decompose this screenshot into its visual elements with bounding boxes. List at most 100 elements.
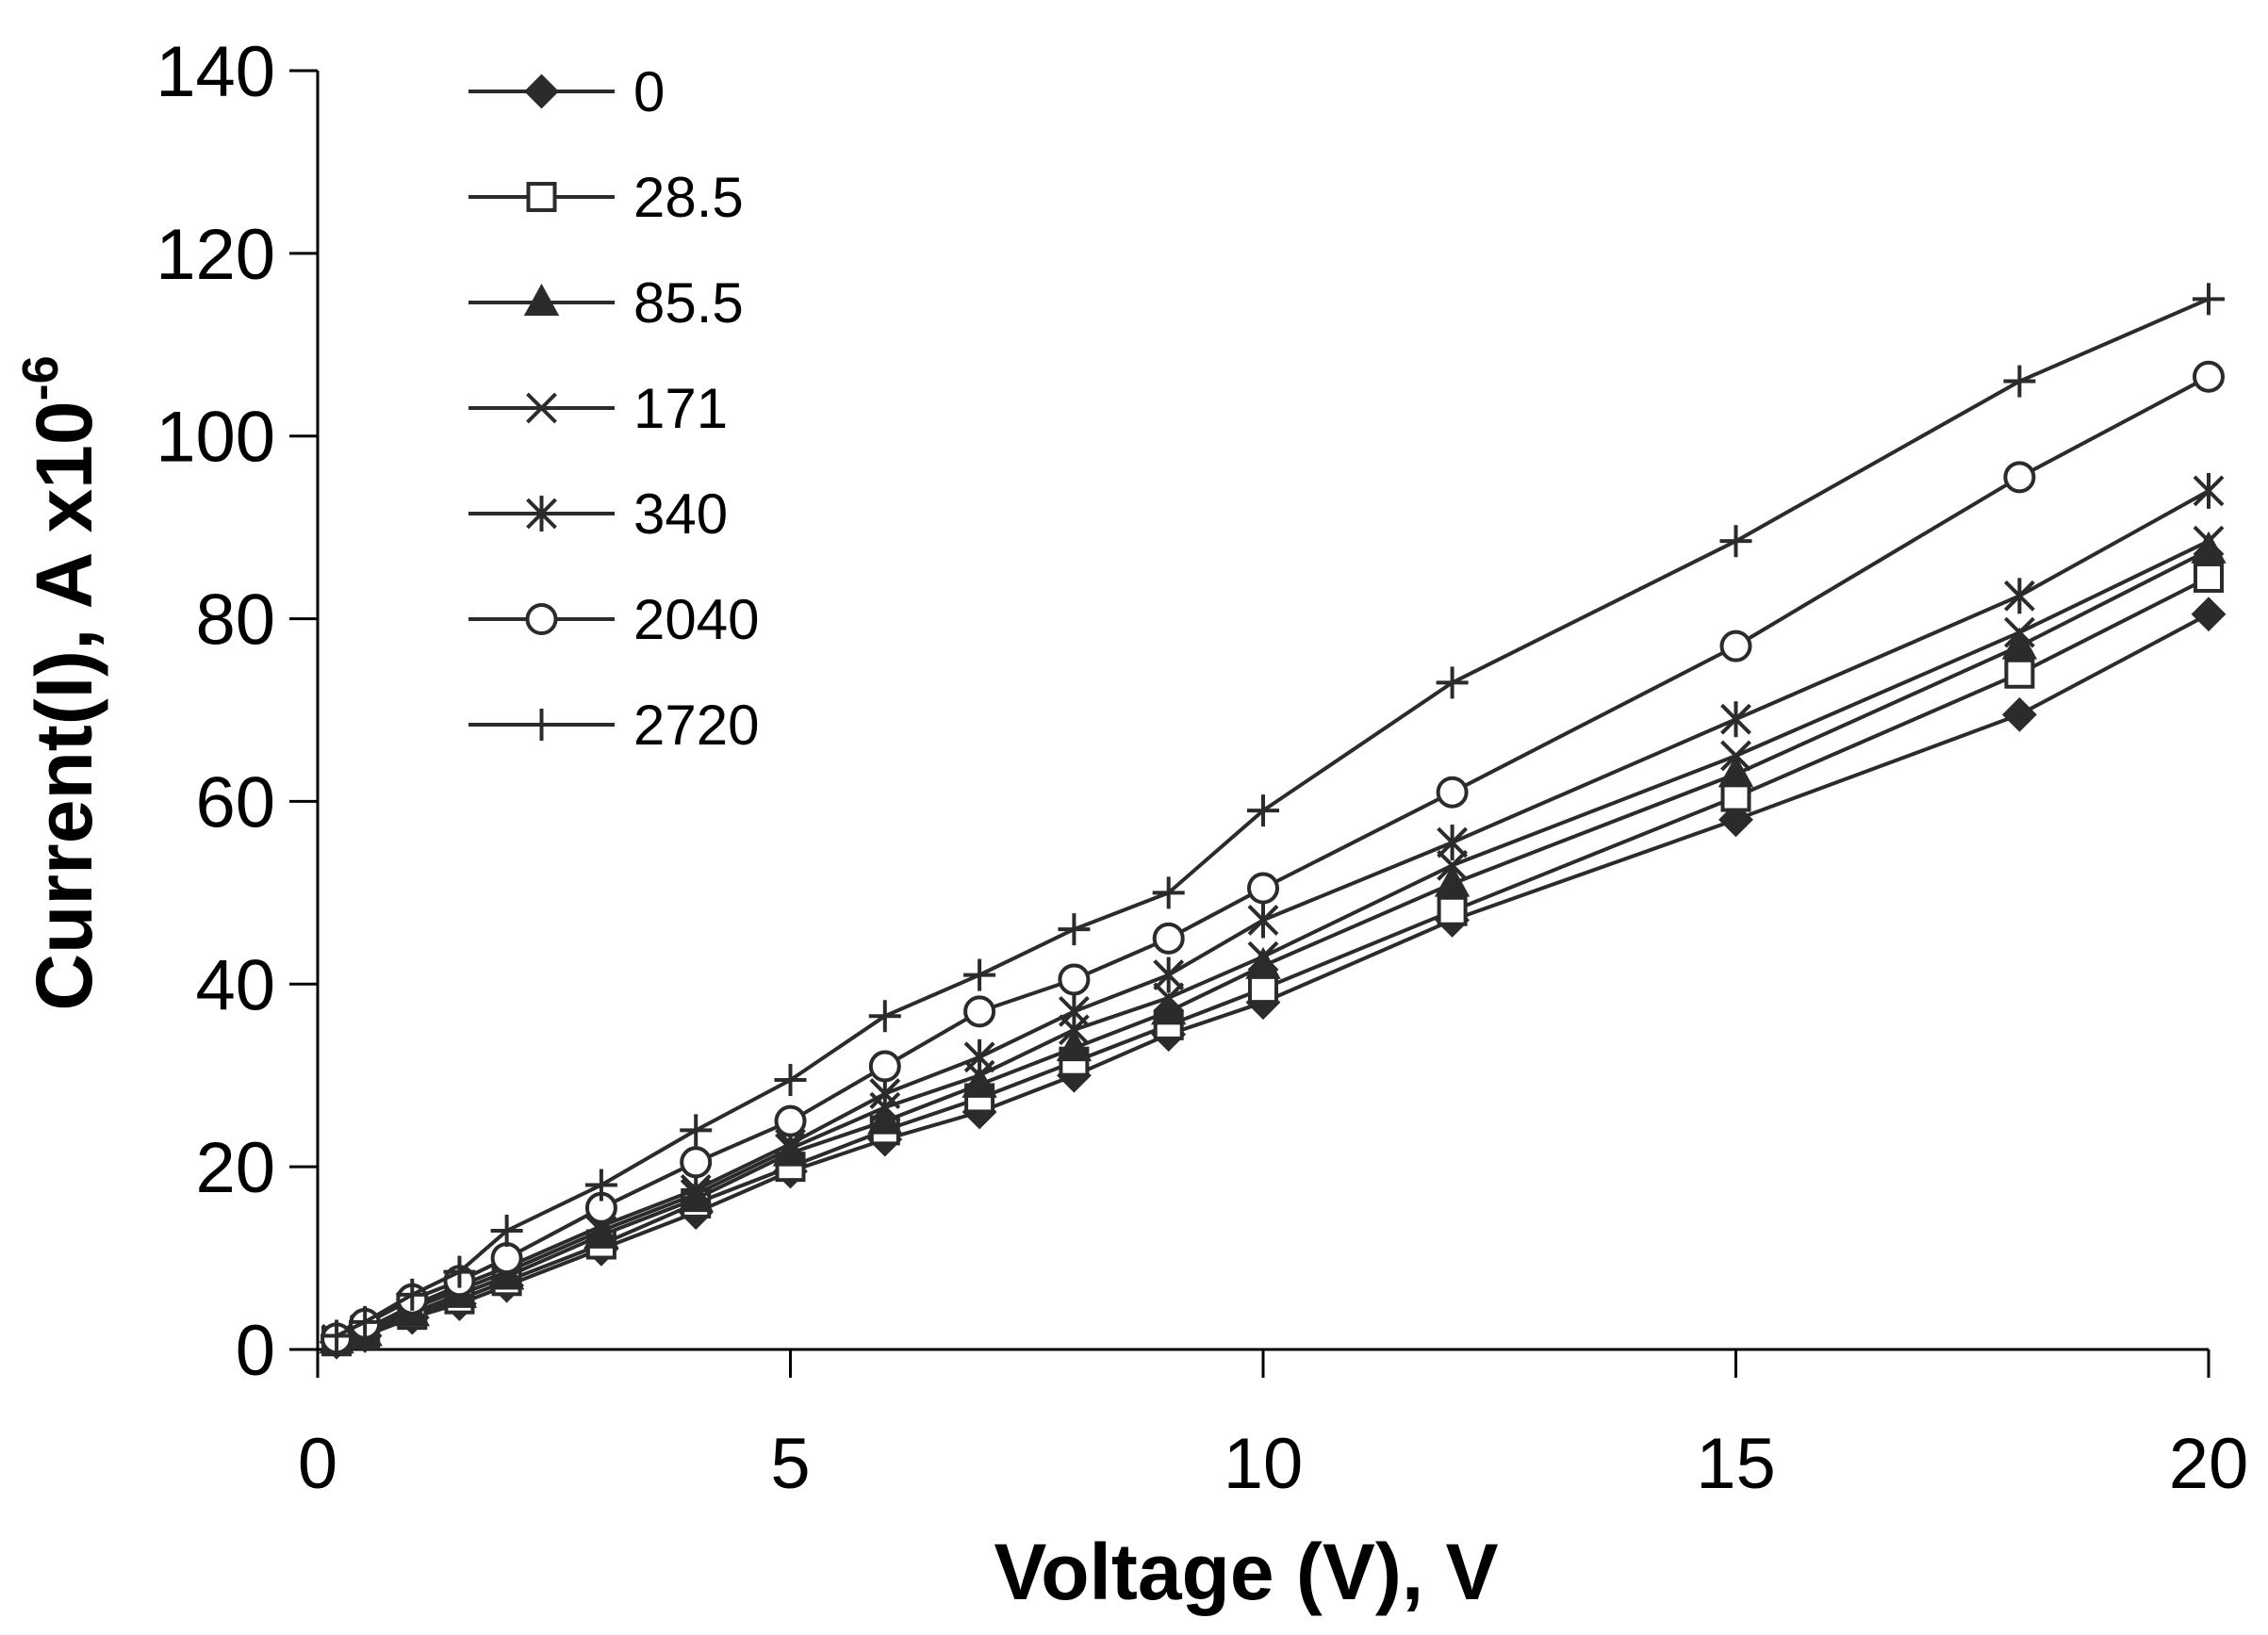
data-point [2003, 616, 2035, 648]
y-axis-title-main: Current(I), A x10 [20, 401, 108, 1010]
legend-item: 28.5 [468, 166, 744, 229]
data-point [2003, 365, 2036, 398]
x-tick-label: 0 [298, 1424, 337, 1504]
data-point [1437, 825, 1469, 861]
data-point [349, 1305, 382, 1338]
x-axis-title: Voltage (V), V [994, 1528, 1498, 1616]
y-tick-label: 140 [156, 32, 275, 112]
data-point [1247, 902, 1279, 939]
series-2040 [320, 360, 2225, 1355]
data-point [963, 1038, 995, 1075]
data-point [774, 1104, 807, 1137]
y-axis-title: Current(I), A x10-6 [12, 355, 108, 1010]
data-point [2003, 461, 2036, 494]
data-point [2003, 578, 2035, 614]
data-point [1056, 1029, 1093, 1062]
x-tick-label: 5 [770, 1424, 810, 1504]
data-point [490, 1242, 523, 1275]
y-tick-label: 20 [195, 1128, 275, 1208]
data-point [963, 995, 996, 1028]
data-point [2004, 658, 2035, 689]
data-point [680, 1114, 713, 1147]
data-point [2193, 283, 2225, 316]
data-point [868, 1000, 901, 1033]
y-tick-label: 80 [195, 580, 275, 661]
legend-marker [523, 283, 560, 316]
data-point [2193, 360, 2225, 393]
y-tick-label: 60 [195, 762, 275, 842]
data-point [1247, 794, 1279, 827]
data-point [1153, 982, 1185, 1014]
x-tick-label: 20 [2169, 1424, 2249, 1504]
legend-marker [525, 603, 558, 635]
legend-item: 85.5 [468, 271, 744, 335]
series-line [336, 489, 2210, 1342]
data-point [1152, 922, 1185, 955]
data-point [1717, 755, 1754, 788]
data-point [1058, 963, 1091, 996]
data-point [1719, 525, 1752, 558]
legend-item: 2720 [468, 694, 759, 757]
data-point [2193, 472, 2225, 509]
legend-marker [526, 182, 557, 212]
data-point [1719, 629, 1752, 662]
data-point [963, 958, 996, 991]
data-point [1434, 864, 1471, 897]
legend-label: 340 [633, 482, 728, 546]
legend-item: 171 [468, 377, 728, 440]
data-point [2001, 696, 2037, 732]
data-point [320, 1319, 353, 1352]
data-point [396, 1278, 429, 1311]
data-point [1151, 992, 1187, 1025]
data-point [1248, 973, 1278, 1005]
data-point [1247, 940, 1279, 973]
data-point [1058, 913, 1091, 946]
x-tick-label: 10 [1224, 1424, 1304, 1504]
data-point [774, 1064, 807, 1097]
legend-label: 2040 [633, 588, 759, 651]
series-line [336, 297, 2210, 1338]
series-line [336, 374, 2210, 1341]
legend-marker [524, 74, 559, 109]
data-point [2193, 525, 2225, 557]
data-point [1720, 740, 1751, 772]
x-tick-label: 15 [1696, 1424, 1776, 1504]
y-tick-label: 0 [236, 1311, 275, 1391]
data-point [2194, 562, 2224, 593]
data-point [680, 1146, 713, 1179]
data-point [1437, 849, 1469, 881]
legend-label: 0 [633, 60, 665, 123]
series-340 [320, 472, 2225, 1358]
legend-label: 171 [633, 377, 728, 440]
data-point [443, 1255, 476, 1288]
y-axis-title-exponent: -6 [12, 355, 69, 401]
y-tick-label: 40 [195, 945, 275, 1025]
legend-item: 0 [468, 60, 665, 123]
legend-label: 85.5 [633, 271, 744, 335]
legend: 0 28.5 85.5 171 340 2040 2720 [468, 60, 759, 757]
legend-label: 28.5 [633, 166, 744, 229]
data-point [2001, 627, 2038, 660]
data-point [1153, 956, 1185, 993]
data-point [1152, 876, 1185, 909]
data-point [867, 1102, 903, 1135]
series-layer [319, 283, 2227, 1360]
legend-marker [525, 709, 558, 741]
data-point [1720, 701, 1751, 738]
data-point [584, 1169, 617, 1202]
data-point [490, 1214, 523, 1247]
data-point [868, 1050, 901, 1083]
series-line [336, 576, 2210, 1344]
data-point [1720, 781, 1751, 812]
data-point [1058, 993, 1090, 1030]
data-point [2191, 597, 2227, 632]
data-point [1436, 776, 1469, 809]
y-tick-label: 100 [156, 398, 275, 478]
legend-item: 2040 [468, 588, 759, 651]
series-2720 [320, 283, 2225, 1352]
legend-marker [526, 496, 557, 531]
legend-label: 2720 [633, 694, 759, 757]
data-point [1436, 666, 1469, 699]
